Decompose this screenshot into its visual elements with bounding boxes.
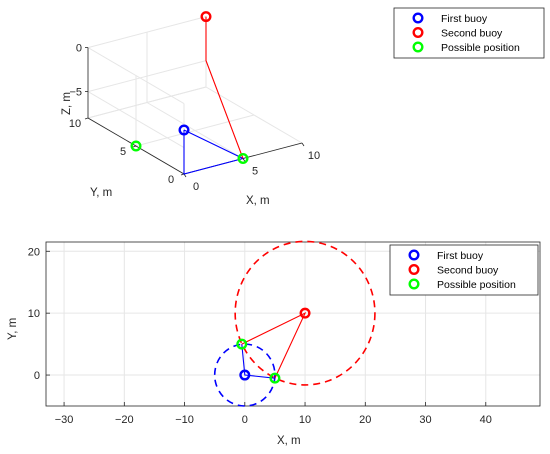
y-tick-mark	[132, 145, 137, 148]
second-buoy-line	[205, 16, 244, 159]
chart-2d-circles	[213, 240, 376, 407]
y-tick-label: 5	[120, 146, 126, 158]
z-tick-label: −5	[69, 87, 82, 99]
chart-3d-legend-label: Second buoy	[441, 28, 503, 40]
chart-3d-axes	[84, 47, 305, 178]
chart-3d: 0 5 10 0 5 10 −5 0 X, m Y, m Z, m	[61, 11, 320, 207]
chart-2d-lines	[241, 311, 307, 379]
x-tick-label: −20	[115, 414, 134, 426]
first-buoy-line	[241, 344, 275, 379]
chart-2d-legend-marker	[408, 249, 420, 261]
y-tick-label: 10	[69, 118, 81, 130]
x-tick-mark	[301, 142, 305, 147]
chart-3d-legend-box	[393, 7, 545, 59]
second-buoy-marker	[200, 11, 212, 23]
chart-2d-legend-box	[389, 244, 539, 296]
x-tick-label: 10	[299, 414, 311, 426]
grid-line	[87, 86, 207, 119]
grid-line	[87, 60, 207, 93]
chart-2d-legend-label: Possible position	[437, 279, 516, 291]
chart-2d-ylabel: Y, m	[7, 318, 19, 340]
chart-3d-legend-marker	[412, 41, 424, 53]
chart-2d-legend-marker	[408, 278, 420, 290]
x-tick-label: 0	[193, 181, 199, 193]
chart-3d-legend-marker	[412, 12, 424, 24]
y-tick-label: 0	[34, 370, 40, 382]
second-buoy-line	[241, 311, 307, 379]
chart-3d-legend-label: First buoy	[441, 13, 488, 25]
z-tick-label: 0	[76, 43, 82, 55]
possible-position-marker	[269, 372, 281, 384]
x-tick-label: −10	[175, 414, 194, 426]
chart-2d-legend-marker	[408, 264, 420, 276]
y-tick-label: 0	[168, 174, 174, 186]
chart-3d-xlabel: X, m	[246, 195, 270, 207]
chart-2d-tick-labels: −30 −20 −10 0 10 20 30 40 0 10 20	[28, 246, 492, 426]
first-buoy-marker	[239, 369, 251, 381]
x-tick-mark	[242, 158, 246, 162]
chart-3d-legend-label: Possible position	[441, 42, 520, 54]
chart-2d-xlabel: X, m	[277, 435, 301, 447]
second-buoy-range-circle	[234, 240, 376, 386]
chart-3d-zlabel: Z, m	[61, 92, 73, 115]
first-buoy-line	[183, 129, 245, 175]
x-tick-label: 20	[359, 414, 371, 426]
chart-3d-legend-marker	[412, 27, 424, 39]
second-buoy-marker	[299, 307, 311, 319]
x-tick-mark	[183, 173, 187, 178]
grid-line	[135, 114, 255, 147]
x-tick-label: 0	[242, 414, 248, 426]
chart-2d-legend: First buoy Second buoy Possible position	[389, 244, 539, 296]
chart-3d-tick-labels: 0 5 10 0 5 10 −5 0	[69, 43, 320, 193]
chart-2d-legend-label: Second buoy	[437, 265, 499, 277]
possible-position-marker	[237, 152, 249, 164]
possible-position-marker	[130, 140, 142, 152]
grid-line	[87, 91, 185, 149]
first-buoy-marker	[178, 124, 190, 136]
grid-line	[87, 47, 185, 105]
chart-2d-frame	[45, 241, 541, 407]
x-tick-label: 30	[419, 414, 431, 426]
chart-2d-legend-label: First buoy	[437, 250, 484, 262]
chart-2d-markers	[236, 307, 311, 384]
chart-3d-lines	[183, 16, 245, 175]
x-tick-label: 40	[480, 414, 492, 426]
y-tick-label: 20	[28, 246, 40, 258]
x-tick-label: 10	[308, 150, 320, 162]
grid-line	[87, 16, 207, 49]
y-tick-mark	[84, 117, 89, 120]
first-buoy-range-circle	[213, 343, 276, 407]
x-tick-label: 5	[252, 166, 258, 178]
x-tick-label: −30	[55, 414, 74, 426]
chart-3d-legend: First buoy Second buoy Possible position	[393, 7, 545, 59]
possible-position-marker	[236, 338, 248, 350]
y-tick-label: 10	[28, 308, 40, 320]
chart-3d-ylabel: Y, m	[90, 187, 112, 199]
chart-3d-markers	[130, 11, 249, 164]
